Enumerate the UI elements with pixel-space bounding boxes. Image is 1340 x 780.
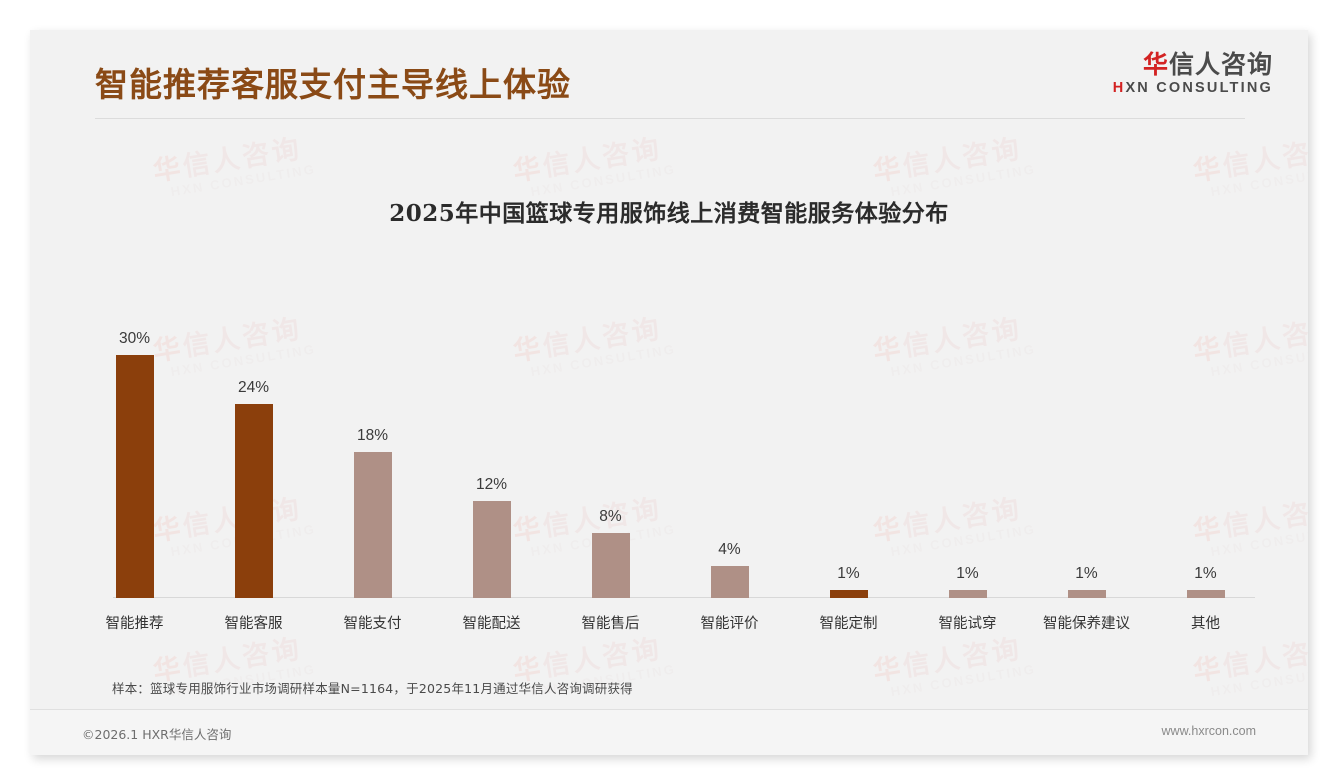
source-note: 样本：篮球专用服饰行业市场调研样本量N=1164，于2025年11月通过华信人咨…: [112, 681, 633, 696]
slide-header: 智能推荐客服支付主导线上体验 华信人咨询 HXN CONSULTING: [30, 30, 1308, 122]
bar-value-label: 4%: [718, 540, 741, 558]
bar-rect[interactable]: [591, 533, 630, 598]
bar-rect[interactable]: [829, 589, 868, 598]
bar-category-label: 智能售后: [581, 616, 640, 632]
bar-series: 30% 智能推荐 24% 智能客服 18% 智能支付 12% 智能配送 8% 智能售后 4% 智能评价…: [75, 298, 1265, 632]
brand-logo-en-red: H: [1112, 80, 1126, 97]
bar-rect[interactable]: [472, 500, 511, 598]
bar-category-label: 智能支付: [343, 616, 402, 632]
chart-title: 2025年中国篮球专用服饰线上消费智能服务体验分布: [389, 200, 949, 227]
bar-chart-plot: 30% 智能推荐 24% 智能客服 18% 智能支付 12% 智能配送 8% 智能售后 4% 智能评价…: [75, 272, 1265, 650]
bar-column[interactable]: 8% 智能售后: [551, 298, 670, 632]
bar-category-label: 其他: [1191, 616, 1220, 632]
bar-value-label: 30%: [118, 330, 151, 347]
brand-logo-en: HXN CONSULTING: [1113, 80, 1273, 96]
bar-value-label: 1%: [1075, 564, 1098, 582]
bar-category-label: 智能评价: [700, 616, 759, 632]
footer-copyright: ©2026.1 HXR华信人咨询: [82, 727, 232, 742]
bar-category-label: 智能试穿: [938, 616, 997, 632]
bar-category-label: 智能配送: [462, 616, 521, 632]
bar-rect[interactable]: [1186, 589, 1225, 598]
bar-column[interactable]: 30% 智能推荐: [75, 298, 194, 632]
bar-category-label: 智能定制: [819, 616, 878, 632]
bar-value-label: 12%: [475, 475, 508, 493]
bar-rect[interactable]: [948, 589, 987, 598]
brand-logo-cn-red: 华: [1142, 50, 1169, 79]
page-title: 智能推荐客服支付主导线上体验: [95, 65, 571, 104]
slide-footer: ©2026.1 HXR华信人咨询 www.hxrcon.com: [30, 709, 1308, 755]
bar-value-label: 18%: [356, 427, 389, 445]
bar-column[interactable]: 18% 智能支付: [313, 298, 432, 632]
bar-rect[interactable]: [710, 565, 749, 598]
bar-category-label: 智能推荐: [105, 616, 164, 632]
brand-logo: 华信人咨询 HXN CONSULTING: [1113, 50, 1273, 96]
bar-value-label: 8%: [599, 508, 622, 526]
x-axis-line: [113, 597, 1255, 598]
brand-logo-en-rest: XN CONSULTING: [1125, 80, 1273, 97]
header-divider: [95, 118, 1245, 119]
bar-value-label: 24%: [237, 378, 270, 396]
bar-column[interactable]: 1% 其他: [1146, 298, 1265, 632]
bar-category-label: 智能保养建议: [1043, 616, 1130, 632]
footer-website[interactable]: www.hxrcon.com: [1161, 724, 1256, 738]
bar-column[interactable]: 12% 智能配送: [432, 298, 551, 632]
bar-value-label: 1%: [956, 564, 979, 582]
bar-rect[interactable]: [353, 452, 392, 598]
slide-card: 华信人咨询 HXN CONSULTING 华信人咨询 HXN CONSULTING 华信…: [30, 30, 1308, 755]
bar-rect[interactable]: [115, 355, 154, 598]
brand-logo-cn: 华信人咨询: [1113, 50, 1273, 79]
bar-rect[interactable]: [234, 403, 273, 598]
bar-value-label: 1%: [1194, 564, 1217, 582]
bar-column[interactable]: 1% 智能试穿: [908, 298, 1027, 632]
bar-column[interactable]: 1% 智能保养建议: [1027, 298, 1146, 632]
bar-column[interactable]: 1% 智能定制: [789, 298, 908, 632]
bar-category-label: 智能客服: [224, 616, 283, 632]
bar-value-label: 1%: [837, 564, 860, 582]
bar-column[interactable]: 4% 智能评价: [670, 298, 789, 632]
chart-region: 2025年中国篮球专用服饰线上消费智能服务体验分布 30% 智能推荐 24% 智能客服…: [30, 122, 1308, 682]
bar-rect[interactable]: [1067, 589, 1106, 598]
bar-column[interactable]: 24% 智能客服: [194, 298, 313, 632]
brand-logo-cn-rest: 信人咨询: [1168, 50, 1273, 79]
